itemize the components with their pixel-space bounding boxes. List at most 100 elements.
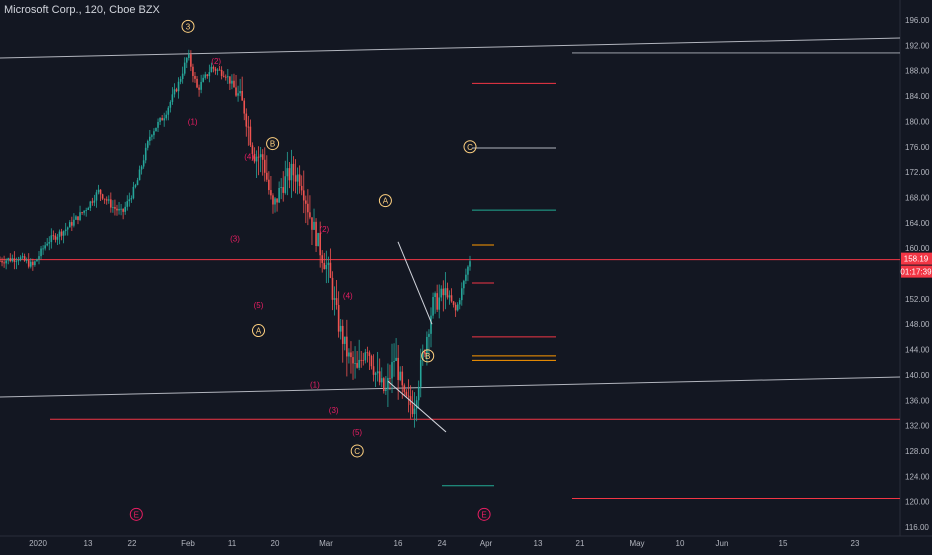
candle-body	[23, 256, 26, 261]
candle-body	[325, 265, 328, 270]
candle-body	[397, 357, 399, 380]
candle-body	[36, 259, 38, 262]
candle-body	[222, 75, 225, 77]
candle-body	[399, 371, 402, 380]
candle-body	[107, 199, 110, 201]
candle-body	[282, 187, 285, 193]
wave-label: C	[354, 447, 360, 456]
wave-circle	[477, 507, 491, 521]
candle-body	[446, 288, 449, 298]
candle-body	[438, 297, 441, 310]
y-tick-label: 136.00	[905, 396, 930, 405]
y-tick-label: 188.00	[905, 67, 930, 76]
y-tick-label: 152.00	[905, 295, 930, 304]
x-tick-label: 11	[228, 539, 237, 548]
candle-body	[140, 166, 143, 170]
candle-body	[378, 371, 381, 383]
candle-body	[395, 357, 397, 361]
candle-body	[251, 145, 254, 154]
y-tick-label: 196.00	[905, 16, 930, 25]
candle-body	[257, 156, 260, 158]
candle-body	[467, 266, 469, 275]
y-tick-label: 148.00	[905, 320, 930, 329]
candle-body	[52, 235, 55, 237]
candle-body	[327, 262, 330, 266]
wave-label: A	[383, 197, 389, 206]
candle-body	[196, 78, 198, 88]
candle-body	[364, 352, 367, 361]
candle-body	[380, 378, 383, 383]
candle-body	[73, 219, 75, 226]
candle-body	[29, 261, 32, 267]
wave-label: (2)	[319, 225, 329, 234]
candle-body	[463, 280, 465, 289]
candle-body	[25, 260, 28, 261]
candle-body	[360, 359, 363, 361]
candle-body	[268, 179, 270, 191]
candle-body	[300, 185, 303, 191]
candle-body	[288, 168, 291, 181]
candle-body	[403, 385, 406, 392]
candle-body	[456, 304, 459, 311]
candle-body	[1, 260, 3, 263]
lower-trendline	[0, 376, 901, 398]
candle-body	[241, 90, 243, 101]
candle-body	[167, 107, 170, 115]
candle-body	[68, 222, 71, 228]
candle-body	[118, 208, 120, 211]
y-tick-label: 180.00	[905, 117, 930, 126]
y-tick-label: 192.00	[905, 41, 930, 50]
candle-body	[389, 377, 391, 379]
candle-body	[136, 180, 139, 186]
x-tick-label: 20	[271, 539, 280, 548]
y-tick-label: 176.00	[905, 143, 930, 152]
candle-body	[124, 206, 126, 212]
candle-body	[411, 405, 414, 415]
candle-body	[192, 66, 194, 76]
wave-label: (1)	[310, 380, 320, 389]
y-tick-label: 164.00	[905, 219, 930, 228]
candle-body	[237, 93, 239, 96]
candle-body	[116, 208, 118, 211]
candle-body	[208, 72, 211, 77]
candle-body	[321, 255, 324, 263]
wave-label: (1)	[188, 117, 198, 126]
candle-body	[56, 236, 59, 240]
candle-body	[103, 198, 106, 200]
wave-label: (4)	[244, 152, 254, 161]
candle-body	[159, 117, 161, 122]
y-tick-label: 172.00	[905, 168, 930, 177]
candle-body	[261, 154, 264, 160]
countdown-badge	[901, 265, 932, 278]
candle-body	[309, 212, 311, 218]
x-tick-label: 16	[394, 539, 403, 548]
candle-body	[405, 391, 408, 396]
candle-body	[34, 261, 36, 266]
candle-body	[155, 127, 157, 132]
candle-body	[144, 147, 147, 161]
candle-body	[387, 377, 389, 390]
candle-body	[259, 154, 262, 158]
candle-body	[266, 172, 268, 180]
candle-body	[19, 257, 22, 261]
x-tick-label: May	[629, 539, 644, 548]
candle-body	[317, 233, 319, 247]
candle-body	[163, 118, 165, 121]
candle-body	[153, 131, 155, 136]
candle-body	[126, 201, 129, 207]
y-tick-label: 144.00	[905, 346, 930, 355]
candle-body	[231, 80, 233, 84]
candle-body	[235, 87, 237, 96]
y-tick-label: 168.00	[905, 193, 930, 202]
candle-body	[122, 208, 124, 212]
candle-body	[5, 260, 7, 264]
y-tick-label: 124.00	[905, 472, 930, 481]
candle-body	[298, 174, 301, 186]
candle-body	[233, 80, 235, 88]
candle-body	[177, 81, 180, 92]
candle-body	[424, 351, 426, 354]
candle-body	[81, 212, 83, 214]
wave-label: B	[270, 140, 275, 149]
